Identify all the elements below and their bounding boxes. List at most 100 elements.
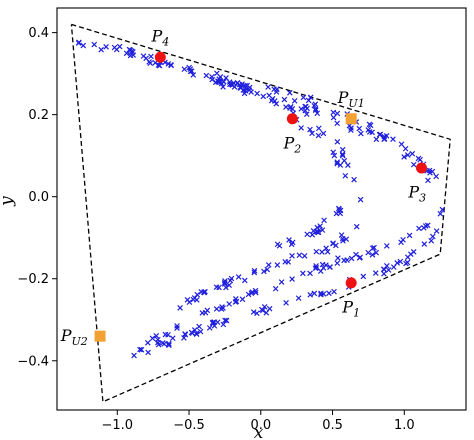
sample-marker (182, 331, 188, 337)
sample-marker (330, 240, 336, 247)
sample-marker (274, 262, 281, 268)
sample-marker (433, 228, 440, 234)
sample-marker (221, 281, 228, 287)
sample-marker (351, 176, 357, 183)
sample-marker (437, 210, 444, 217)
sample-marker (401, 154, 407, 160)
labeled-point (345, 277, 357, 289)
sample-marker (307, 270, 313, 277)
sample-marker (394, 260, 401, 266)
labeled-point (416, 162, 428, 174)
sample-marker (165, 341, 172, 347)
x-tick-label: 0.5 (322, 418, 343, 433)
sample-marker (303, 111, 310, 117)
sample-marker (186, 299, 193, 306)
sample-marker (266, 92, 272, 99)
y-tick-label: 0.2 (28, 108, 49, 123)
sample-marker (398, 141, 405, 148)
sample-marker (307, 94, 314, 101)
sample-marker (331, 152, 338, 159)
sample-marker (338, 232, 345, 238)
sample-marker (146, 59, 153, 65)
unlabeled-point (345, 113, 357, 125)
sample-marker (273, 100, 280, 107)
sample-marker (330, 109, 337, 116)
sample-marker (244, 82, 251, 89)
sample-marker (367, 122, 374, 129)
sample-marker (131, 352, 137, 359)
sample-marker (144, 339, 151, 346)
sample-marker (404, 254, 411, 261)
sample-marker (319, 227, 326, 233)
sample-marker (334, 159, 341, 165)
sample-marker (348, 255, 355, 262)
sample-marker (242, 87, 249, 94)
sample-marker (305, 97, 312, 104)
sample-marker (289, 253, 295, 259)
sample-marker (148, 53, 154, 60)
sample-marker (204, 307, 211, 314)
sample-marker (281, 96, 288, 103)
sample-marker (116, 43, 123, 50)
sample-marker (194, 291, 201, 298)
x-axis-label: x (254, 423, 264, 440)
sample-marker (286, 237, 292, 243)
sample-marker (209, 319, 216, 326)
sample-marker (295, 295, 302, 301)
sample-marker (98, 46, 104, 53)
sample-marker (326, 290, 332, 297)
x-tick-label: 0.0 (250, 418, 271, 433)
boundary-polygon (70, 23, 451, 403)
sample-marker (335, 255, 341, 261)
sample-marker (320, 130, 327, 137)
sample-marker (168, 61, 174, 68)
sample-marker (307, 292, 314, 298)
sample-marker (250, 309, 257, 315)
unlabeled-point-label: PU2 (60, 326, 88, 348)
sample-marker (245, 291, 252, 298)
sample-marker (421, 241, 428, 247)
sample-marker (309, 231, 316, 238)
sample-marker (261, 304, 268, 310)
x-tick-label: 1.0 (394, 418, 415, 433)
x-tick-label: −1.0 (101, 418, 133, 433)
sample-marker (319, 249, 325, 255)
y-tick-label: −0.2 (17, 272, 49, 287)
sample-marker (251, 267, 258, 274)
sample-marker (276, 242, 283, 249)
labeled-point-label: P4 (150, 27, 169, 49)
sample-marker (237, 85, 244, 91)
sample-marker (404, 152, 411, 158)
sample-marker (334, 160, 341, 167)
sample-marker (263, 309, 270, 316)
sample-marker (314, 110, 321, 117)
sample-marker (298, 106, 305, 112)
y-axis-label: y (0, 196, 17, 207)
sample-marker (353, 223, 360, 230)
sample-marker (381, 266, 388, 273)
sample-marker (416, 225, 422, 232)
sample-marker (339, 151, 346, 158)
sample-marker (227, 277, 234, 284)
sample-marker (181, 66, 188, 73)
sample-marker (193, 331, 200, 338)
labeled-point (154, 51, 166, 63)
sample-marker (162, 331, 169, 338)
sample-marker (138, 346, 145, 353)
sample-marker (323, 262, 329, 268)
sample-marker (315, 125, 322, 132)
sample-marker (191, 327, 198, 333)
sample-marker (241, 277, 248, 284)
sample-marker (311, 290, 318, 297)
labeled-point-label: P2 (282, 133, 301, 155)
sample-marker (123, 50, 130, 57)
sample-marker (312, 106, 319, 112)
sample-marker (331, 288, 337, 295)
sample-marker (428, 237, 435, 244)
y-tick-label: −0.4 (17, 354, 49, 369)
sample-marker (235, 274, 242, 280)
sample-marker (187, 68, 194, 75)
sample-marker (424, 222, 431, 229)
sample-marker (410, 161, 417, 168)
sample-marker (145, 349, 151, 356)
